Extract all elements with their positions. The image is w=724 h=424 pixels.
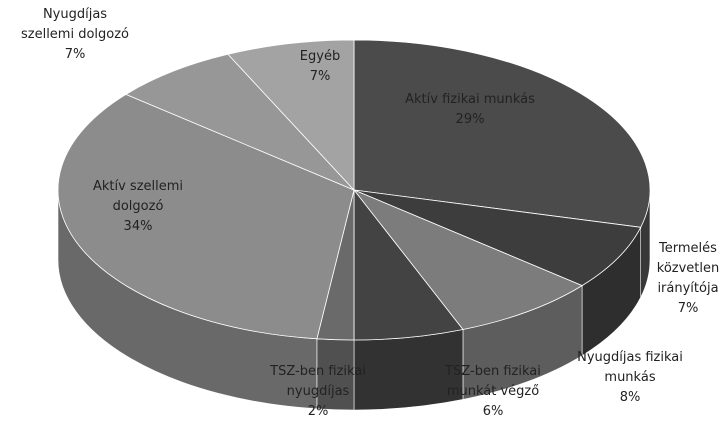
label-line: munkát végző <box>447 384 539 399</box>
slice-label: Nyugdíjas fizikai munkás <box>577 350 683 385</box>
value-label: 7% <box>65 47 86 62</box>
label-line: közvetlen <box>657 261 719 276</box>
slice-label: Aktív szellemi dolgozó <box>93 179 183 214</box>
slice-label: TSZ-ben fizikai munkát végző <box>444 364 541 399</box>
value-label: 34% <box>124 219 153 234</box>
label-line: Nyugdíjas <box>43 7 107 22</box>
slice-label: Aktív fizikai munkás <box>405 92 535 107</box>
slice-label: Nyugdíjas szellemi dolgozó <box>21 7 129 42</box>
label-line: Nyugdíjas fizikai <box>577 350 683 365</box>
label-line: Aktív szellemi <box>93 179 183 194</box>
label-line: TSZ-ben fizikai <box>444 364 541 379</box>
slice <box>352 189 583 330</box>
slice <box>125 53 355 191</box>
slice <box>57 93 355 340</box>
label-line: Egyéb <box>300 49 340 64</box>
slice-label: Egyéb <box>300 49 340 64</box>
label-line: Aktív fizikai munkás <box>405 92 535 107</box>
value-label: 8% <box>620 390 641 405</box>
value-label: 29% <box>456 112 485 127</box>
label-line: szellemi dolgozó <box>21 27 129 42</box>
label-line: nyugdíjas <box>287 384 350 399</box>
value-label: 7% <box>310 69 331 84</box>
label-line: dolgozó <box>113 199 164 214</box>
pie-tops <box>57 39 651 341</box>
slice <box>353 189 642 287</box>
value-label: 7% <box>678 301 699 316</box>
value-label: 2% <box>308 404 329 419</box>
label-line: munkás <box>604 370 655 385</box>
slice <box>227 39 355 192</box>
label-line: Termelés <box>658 241 717 256</box>
slice <box>353 39 651 228</box>
slice-label: Termelés közvetlen irányítója <box>657 241 719 296</box>
value-label: 6% <box>483 404 504 419</box>
slice-label: TSZ-ben fizikai nyugdíjas <box>269 364 366 399</box>
label-line: irányítója <box>657 281 718 296</box>
label-line: TSZ-ben fizikai <box>269 364 366 379</box>
